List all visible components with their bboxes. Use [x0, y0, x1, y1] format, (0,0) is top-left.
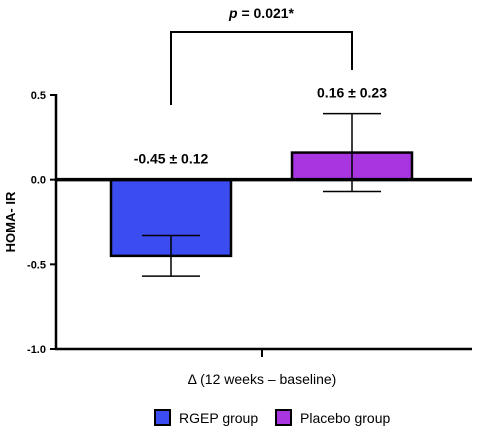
legend: RGEP group Placebo group — [154, 409, 391, 426]
value-label: 0.16 ± 0.23 — [317, 85, 387, 101]
legend-label: Placebo group — [300, 410, 391, 426]
significance-bracket — [170, 31, 353, 105]
y-axis-title: HOMA- IR — [3, 191, 18, 252]
legend-swatch — [154, 409, 171, 426]
y-tick-label: -0.5 — [27, 259, 46, 271]
y-tick-label: 0.0 — [31, 175, 46, 187]
value-labels: -0.45 ± 0.12 0.16 ± 0.23 — [134, 85, 388, 167]
value-label: -0.45 ± 0.12 — [134, 151, 209, 167]
legend-swatch — [275, 409, 292, 426]
y-ticks: 0.5 0.0 -0.5 -1.0 — [27, 90, 56, 356]
y-tick-label: -1.0 — [27, 344, 46, 356]
significance-label: p = 0.021* — [228, 5, 295, 21]
error-bars — [142, 112, 381, 277]
x-axis-label: Δ (12 weeks – baseline) — [188, 371, 337, 387]
legend-label: RGEP group — [179, 410, 258, 426]
p-value: = 0.021* — [238, 5, 295, 21]
bars — [109, 151, 414, 258]
y-tick-label: 0.5 — [31, 90, 46, 102]
p-symbol: p — [228, 5, 238, 21]
